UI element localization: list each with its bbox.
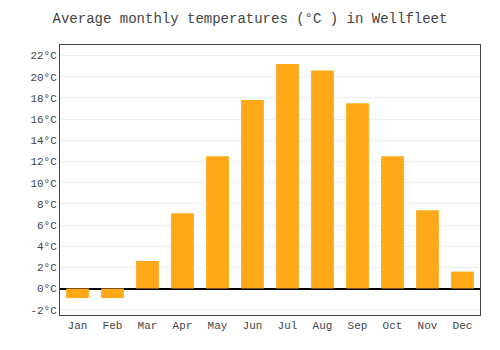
svg-text:0°C: 0°C (37, 283, 57, 295)
svg-text:8°C: 8°C (37, 199, 57, 211)
svg-text:Sep: Sep (348, 320, 368, 332)
svg-text:6°C: 6°C (37, 220, 57, 232)
svg-text:Apr: Apr (173, 320, 193, 332)
svg-text:-2°C: -2°C (30, 305, 57, 317)
svg-text:2°C: 2°C (37, 262, 57, 274)
svg-text:16°C: 16°C (30, 114, 57, 126)
svg-text:18°C: 18°C (30, 93, 57, 105)
svg-text:Dec: Dec (453, 320, 473, 332)
svg-text:10°C: 10°C (30, 178, 57, 190)
svg-text:Jun: Jun (243, 320, 263, 332)
svg-text:22°C: 22°C (30, 50, 57, 62)
svg-text:Jan: Jan (68, 320, 88, 332)
svg-text:Nov: Nov (418, 320, 438, 332)
svg-text:Mar: Mar (138, 320, 158, 332)
svg-text:14°C: 14°C (30, 135, 57, 147)
svg-text:20°C: 20°C (30, 72, 57, 84)
svg-text:May: May (208, 320, 228, 332)
svg-text:Oct: Oct (383, 320, 403, 332)
svg-text:12°C: 12°C (30, 156, 57, 168)
svg-text:Average monthly temperatures (: Average monthly temperatures (°C ) in We… (53, 11, 448, 27)
svg-text:4°C: 4°C (37, 241, 57, 253)
svg-text:Jul: Jul (278, 320, 298, 332)
svg-text:Feb: Feb (103, 320, 123, 332)
svg-text:Aug: Aug (313, 320, 333, 332)
